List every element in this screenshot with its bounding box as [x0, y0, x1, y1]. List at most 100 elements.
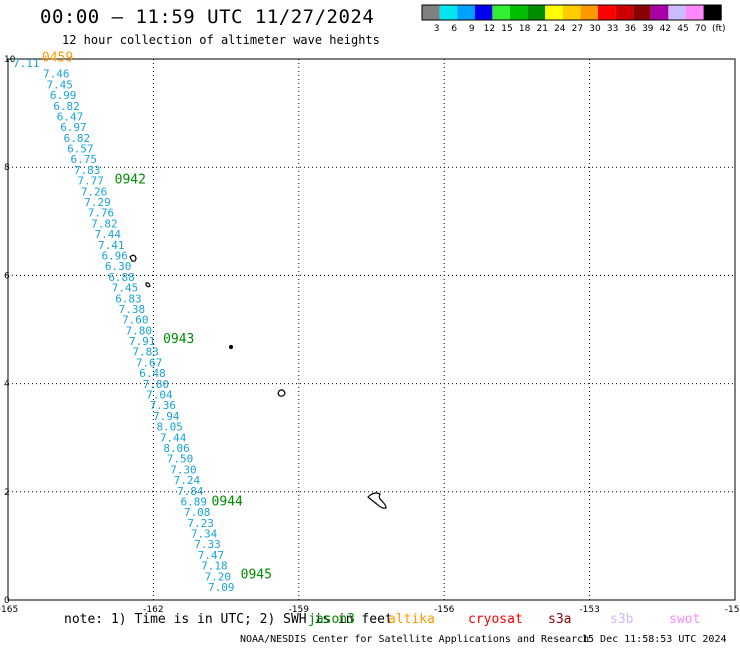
- satellite-s3a: s3a: [548, 612, 572, 627]
- legend-swatch: [615, 5, 634, 20]
- wave-height-value: 6.47: [57, 110, 84, 123]
- wave-height-value: 7.45: [112, 282, 139, 295]
- wave-height-value: 7.50: [167, 453, 194, 466]
- time-labels: 0459 0942 0943 0944 0945: [42, 51, 272, 583]
- island-molokai: [228, 344, 234, 350]
- wave-height-value: 7.47: [198, 549, 225, 562]
- wave-height-value: 7.77: [77, 175, 104, 188]
- page-title: 00:00 – 11:59 UTC 11/27/2024: [40, 6, 375, 28]
- legend-label: 6: [451, 24, 457, 34]
- legend-label: 15: [501, 24, 512, 34]
- wave-height-value: 7.67: [136, 356, 163, 369]
- island-kauai: [129, 254, 137, 262]
- legend-swatch: [598, 5, 616, 20]
- pass-time-label: 0943: [163, 332, 194, 347]
- map-frame: [7, 58, 736, 601]
- wave-height-value: 7.84: [177, 485, 204, 498]
- legend-label: 27: [572, 24, 583, 34]
- altimeter-track: 7.117.467.456.996.826.476.976.826.576.75…: [13, 57, 235, 594]
- y-tick-label: 10: [4, 55, 16, 65]
- wave-height-value: 6.97: [60, 121, 87, 134]
- legend-swatch: [668, 5, 686, 20]
- wave-height-value: 7.91: [129, 335, 156, 348]
- legend-swatch: [545, 5, 563, 20]
- legend-swatch: [474, 5, 493, 20]
- wave-height-value: 7.23: [187, 517, 214, 530]
- pass-time-label: 0944: [212, 494, 243, 509]
- wave-height-value: 7.11: [13, 57, 40, 70]
- y-tick-label: 6: [4, 271, 10, 281]
- wave-height-value: 7.20: [205, 570, 232, 583]
- satellite-s3b: s3b: [610, 612, 634, 627]
- wave-height-value: 6.30: [105, 260, 132, 273]
- legend-border: [421, 4, 722, 21]
- wave-height-value: 7.46: [43, 68, 70, 81]
- x-tick-label: -156: [434, 605, 455, 615]
- wave-height-value: 7.36: [150, 399, 177, 412]
- wave-height-value: 7.82: [91, 217, 118, 230]
- satellite-jason3: jason3: [308, 612, 355, 627]
- color-legend: 3 6 9 12 15 18 21 24 27 30 33 36 39 42 45 70 (ft): [421, 4, 726, 34]
- wave-height-value: 7.41: [98, 239, 125, 252]
- pass-time-label: 0942: [115, 172, 146, 187]
- legend-label: 18: [519, 24, 531, 34]
- legend-label: 12: [484, 24, 495, 34]
- wave-height-value: 7.83: [74, 164, 101, 177]
- wave-height-value: 7.80: [143, 378, 170, 391]
- y-tick-label: 8: [4, 163, 10, 173]
- wave-height-value: 7.26: [81, 185, 108, 198]
- wave-height-value: 7.44: [95, 228, 122, 241]
- wave-height-value: 7.76: [88, 207, 115, 220]
- island-hawaii: [367, 492, 387, 509]
- wave-height-value: 6.82: [53, 100, 80, 113]
- satellite-cryosat: cryosat: [468, 612, 523, 627]
- wave-height-value: 7.33: [194, 538, 221, 551]
- y-tick-label: 0: [4, 596, 10, 606]
- wave-height-value: 6.83: [115, 292, 142, 305]
- islands: [129, 254, 387, 509]
- y-tick-label: 4: [4, 380, 10, 390]
- legend-label: 45: [677, 24, 688, 34]
- page-subtitle: 12 hour collection of altimeter wave hei…: [62, 33, 380, 47]
- legend-swatch: [686, 5, 704, 20]
- x-tick-label: -159: [289, 605, 310, 615]
- wave-height-value: 6.82: [64, 132, 91, 145]
- x-tick-label: -150: [725, 605, 740, 615]
- wave-height-value: 7.08: [184, 506, 211, 519]
- wave-height-value: 7.29: [84, 196, 111, 209]
- map-grid: [8, 59, 735, 600]
- legend-swatch: [422, 5, 440, 20]
- legend-unit: (ft): [712, 24, 726, 34]
- legend-label: 21: [536, 24, 547, 34]
- legend-swatch: [562, 5, 581, 20]
- wave-height-value: 7.30: [170, 463, 197, 476]
- legend-label: 70: [695, 24, 707, 34]
- x-tick-label: -153: [579, 605, 599, 615]
- footer-note: note: 1) Time is in UTC; 2) SWH is in fe…: [64, 612, 393, 627]
- island-oahu: [145, 282, 151, 288]
- wave-height-value: 6.88: [108, 271, 135, 284]
- wave-height-value: 8.06: [163, 442, 190, 455]
- wave-height-value: 6.48: [139, 367, 166, 380]
- legend-label: 3: [434, 24, 440, 34]
- credit-text: NOAA/NESDIS Center for Satellite Applica…: [240, 634, 590, 645]
- axis-ticks: -165 -162 -159 -156 -153 -150 0 2 4 6 8 10: [0, 55, 740, 615]
- wave-height-value: 6.96: [101, 249, 128, 262]
- legend-swatch: [580, 5, 598, 20]
- wave-height-value: 7.18: [201, 560, 228, 573]
- legend-swatch: [457, 5, 475, 20]
- wave-height-value: 7.24: [174, 474, 201, 487]
- wave-height-value: 7.09: [208, 581, 235, 594]
- legend-swatch: [527, 5, 546, 20]
- legend-swatch: [633, 5, 651, 20]
- wave-height-value: 7.80: [126, 324, 153, 337]
- wave-height-value: 7.04: [146, 389, 173, 402]
- wave-height-value: 6.57: [67, 143, 94, 156]
- wave-height-value: 8.05: [156, 421, 183, 434]
- wave-height-value: 6.99: [50, 89, 77, 102]
- legend-label: 9: [469, 24, 475, 34]
- wave-height-value: 7.44: [160, 431, 187, 444]
- legend-label: 39: [642, 24, 654, 34]
- legend-swatch: [650, 5, 669, 20]
